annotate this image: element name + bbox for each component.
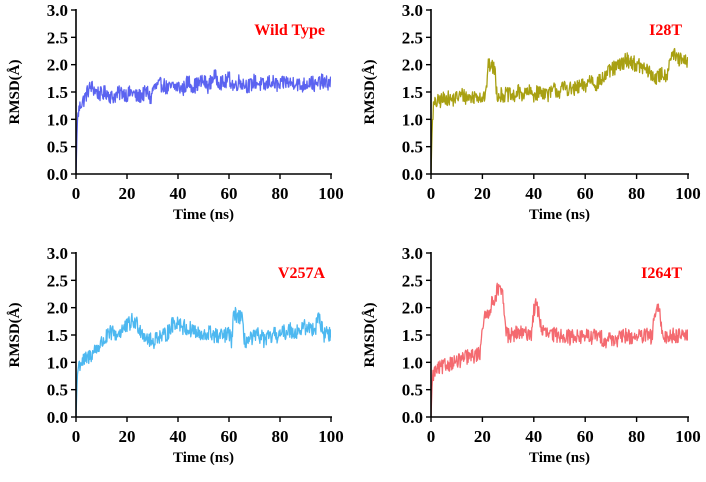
x-tick-label: 80 (272, 427, 289, 446)
x-axis-title: Time (ns) (173, 450, 234, 466)
x-tick-label: 20 (474, 427, 491, 446)
series-line (431, 47, 688, 174)
y-tick-label: 0.5 (47, 138, 68, 157)
x-tick-label: 20 (474, 184, 491, 203)
x-tick-label: 100 (318, 427, 344, 446)
y-tick-label: 0.5 (47, 381, 68, 400)
x-tick-label: 80 (628, 427, 645, 446)
x-tick-label: 60 (577, 427, 594, 446)
series-line (76, 69, 331, 174)
x-tick-label: 60 (221, 184, 238, 203)
x-tick-label: 80 (272, 184, 289, 203)
y-tick-label: 2.0 (402, 56, 423, 75)
panel-title: I28T (649, 22, 682, 39)
y-tick-label: 3.0 (47, 244, 68, 263)
y-tick-label: 1.5 (402, 326, 423, 345)
x-tick-label: 0 (72, 427, 81, 446)
y-tick-label: 0.5 (402, 138, 423, 157)
y-tick-label: 0.0 (47, 408, 68, 427)
series-line (431, 282, 688, 417)
y-tick-label: 1.0 (402, 353, 423, 372)
y-axis-title: RMSD(Å) (7, 60, 23, 125)
panel-title: V257A (278, 265, 326, 282)
y-tick-label: 0.5 (402, 381, 423, 400)
y-tick-label: 1.0 (402, 110, 423, 129)
y-axis-title: RMSD(Å) (362, 303, 378, 368)
y-tick-label: 1.0 (47, 110, 68, 129)
y-axis-title: RMSD(Å) (7, 303, 23, 368)
x-tick-label: 0 (427, 184, 436, 203)
series-line (76, 306, 331, 417)
x-axis-title: Time (ns) (529, 207, 590, 223)
x-tick-label: 40 (170, 427, 187, 446)
y-tick-label: 2.5 (47, 271, 68, 290)
x-tick-label: 100 (318, 184, 344, 203)
y-tick-label: 3.0 (402, 244, 423, 263)
x-tick-label: 100 (675, 427, 701, 446)
x-tick-label: 40 (525, 184, 542, 203)
x-tick-label: 100 (675, 184, 701, 203)
y-tick-label: 2.5 (402, 28, 423, 47)
y-tick-label: 2.0 (47, 56, 68, 75)
x-tick-label: 0 (427, 427, 436, 446)
x-tick-label: 60 (577, 184, 594, 203)
y-tick-label: 0.0 (47, 165, 68, 184)
y-tick-label: 2.5 (402, 271, 423, 290)
y-axis-title: RMSD(Å) (362, 60, 378, 125)
y-tick-label: 3.0 (47, 1, 68, 20)
x-axis-title: Time (ns) (173, 207, 234, 223)
panel-i28t: 0.0 0.5 1.0 1.5 2.0 2.5 3.0 0 20 40 60 80 100 Time (n… (362, 1, 701, 223)
y-tick-label: 0.0 (402, 408, 423, 427)
y-tick-label: 2.5 (47, 28, 68, 47)
x-tick-label: 40 (170, 184, 187, 203)
panel-title: Wild Type (254, 22, 325, 39)
panel-title: I264T (641, 265, 682, 282)
y-tick-label: 3.0 (402, 1, 423, 20)
x-tick-label: 20 (119, 184, 136, 203)
y-tick-label: 2.0 (402, 299, 423, 318)
x-tick-label: 20 (119, 427, 136, 446)
y-tick-label: 0.0 (402, 165, 423, 184)
y-tick-label: 2.0 (47, 299, 68, 318)
y-tick-label: 1.5 (47, 83, 68, 102)
x-tick-label: 40 (525, 427, 542, 446)
x-axis-title: Time (ns) (529, 450, 590, 466)
y-tick-label: 1.5 (47, 326, 68, 345)
panel-wild-type: 0.0 0.5 1.0 1.5 2.0 2.5 3.0 0 20 40 60 80 100 Time (n… (7, 1, 344, 223)
y-tick-label: 1.0 (47, 353, 68, 372)
x-tick-label: 60 (221, 427, 238, 446)
y-tick-label: 1.5 (402, 83, 423, 102)
x-tick-label: 80 (628, 184, 645, 203)
panel-i264t: 0.0 0.5 1.0 1.5 2.0 2.5 3.0 0 20 40 60 80 100 Time (n… (362, 244, 701, 466)
x-tick-label: 0 (72, 184, 81, 203)
panel-v257a: 0.0 0.5 1.0 1.5 2.0 2.5 3.0 0 20 40 60 80 100 Time (n… (7, 244, 344, 466)
